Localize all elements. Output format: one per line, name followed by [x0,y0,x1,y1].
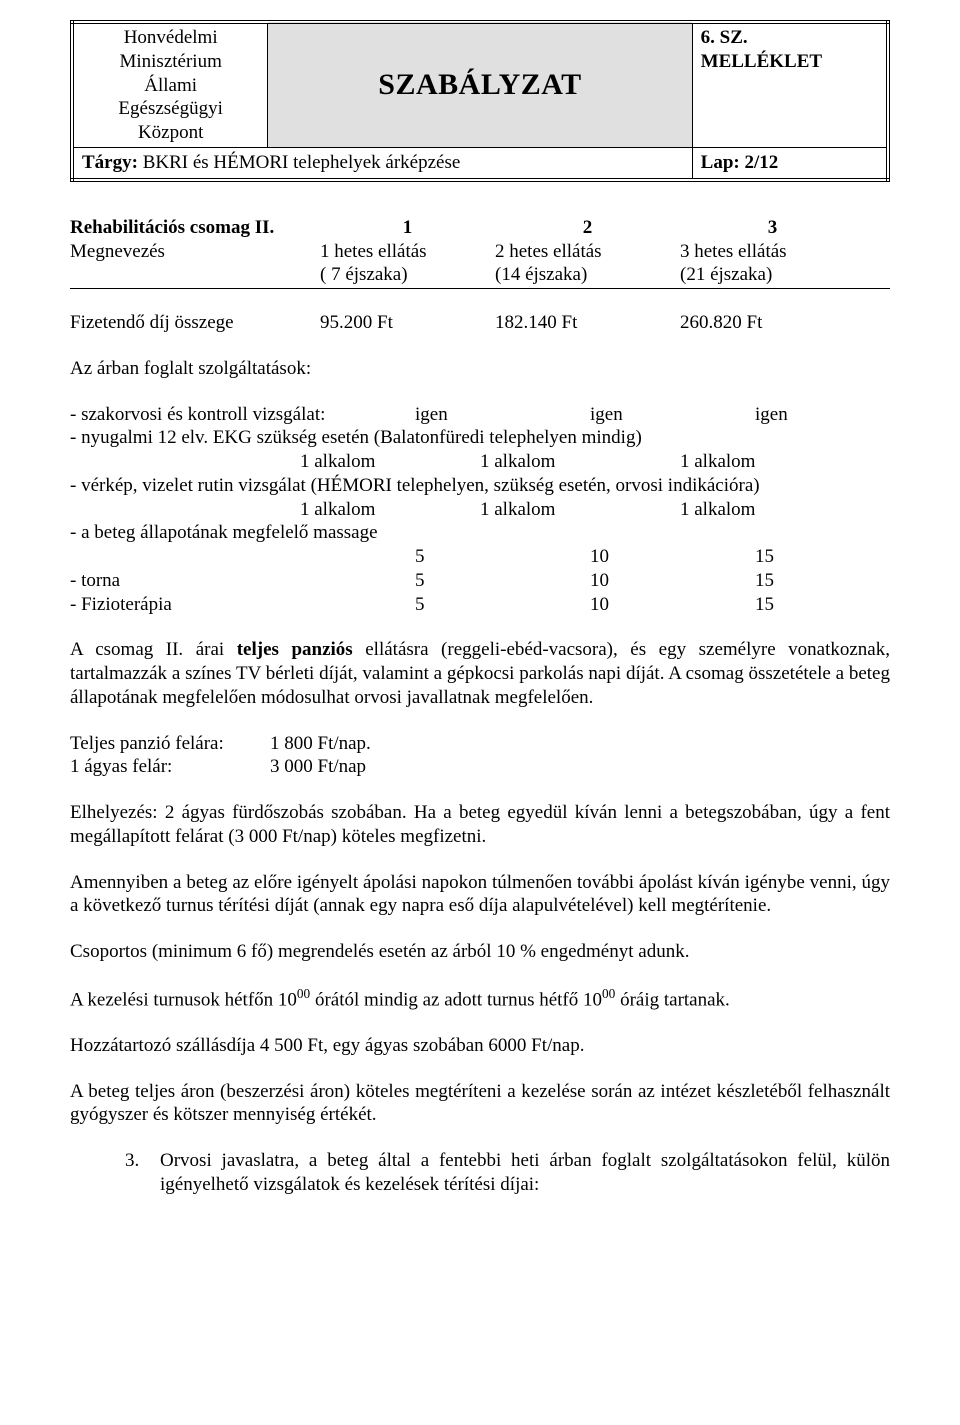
svc-igen: igen [590,403,755,427]
svc-alkalom: 1 alkalom [300,450,480,474]
pkg-sub: (14 éjszaka) [495,263,680,287]
svc-num: 10 [590,569,755,593]
para-3: Amennyiben a beteg az előre igényelt ápo… [70,871,890,919]
list-text: Orvosi javaslatra, a beteg által a fente… [160,1149,890,1197]
pkg-col-num: 3 [680,216,865,240]
svc-verkep-line: - vérkép, vizelet rutin vizsgálat (HÉMOR… [70,474,890,498]
felar-full-label: Teljes panzió felára: [70,732,270,756]
fee-val: 95.200 Ft [320,311,495,335]
subject-label: Tárgy: [82,152,143,173]
svc-num: 5 [415,545,590,569]
svc-massage-line: - a beteg állapotának megfelelő massage [70,521,890,545]
org-line: Honvédelmi [82,26,259,50]
svc-num: 10 [590,545,755,569]
svc-num: 15 [755,545,885,569]
para-4: Csoportos (minimum 6 fő) megrendelés ese… [70,940,890,964]
fee-label: Fizetendő díj összege [70,311,320,335]
fee-val: 260.820 Ft [680,311,865,335]
para-2: Elhelyezés: 2 ágyas fürdőszobás szobában… [70,801,890,849]
svc-alkalom: 1 alkalom [680,498,830,522]
svc-ekg-line: - nyugalmi 12 elv. EKG szükség esetén (B… [70,426,890,450]
subject-cell: Tárgy: BKRI és HÉMORI telephelyek árképz… [72,147,692,180]
svc-num: 15 [755,593,885,617]
svc-num: 10 [590,593,755,617]
para-7: A beteg teljes áron (beszerzési áron) kö… [70,1080,890,1128]
svc-alkalom: 1 alkalom [480,498,680,522]
svc-num: 5 [415,569,590,593]
services-heading: Az árban foglalt szolgáltatások: [70,357,890,381]
package-block: Rehabilitációs csomag II. 1 2 3 Megnevez… [70,216,890,289]
svc-alkalom: 1 alkalom [300,498,480,522]
fee-val: 182.140 Ft [495,311,680,335]
pkg-val: 3 hetes ellátás [680,240,865,264]
pkg-col-num: 1 [320,216,495,240]
felar-block: Teljes panzió felára: 1 800 Ft/nap. 1 ág… [70,732,890,780]
subject-text: BKRI és HÉMORI telephelyek árképzése [143,152,461,173]
svc-specialist: - szakorvosi és kontroll vizsgálat: [70,403,415,427]
svc-num: 15 [755,569,885,593]
list-num: 3. [125,1149,160,1197]
numbered-item-3: 3. Orvosi javaslatra, a beteg által a fe… [70,1149,890,1197]
org-cell: Honvédelmi Minisztérium Állami Egészségü… [72,22,268,147]
felar-single-label: 1 ágyas felár: [70,755,270,779]
pkg-sub: ( 7 éjszaka) [320,263,495,287]
services-block: Az árban foglalt szolgáltatások: - szako… [70,357,890,617]
felar-single-val: 3 000 Ft/nap [270,755,366,779]
svc-alkalom: 1 alkalom [680,450,830,474]
document-header: Honvédelmi Minisztérium Állami Egészségü… [70,20,890,182]
pkg-row-label: Megnevezés [70,240,320,264]
fee-row: Fizetendő díj összege 95.200 Ft 182.140 … [70,311,890,335]
org-line: Egészségügyi [82,97,259,121]
svc-alkalom: 1 alkalom [480,450,680,474]
annex-line: MELLÉKLET [701,50,878,74]
lap-cell: Lap: 2/12 [692,147,888,180]
svc-igen: igen [415,403,590,427]
org-line: Központ [82,121,259,145]
svc-num: 5 [415,593,590,617]
pkg-title: Rehabilitációs csomag II. [70,216,320,240]
annex-line: 6. SZ. [701,26,878,50]
doc-title: SZABÁLYZAT [268,22,692,147]
pkg-val: 1 hetes ellátás [320,240,495,264]
annex-cell: 6. SZ. MELLÉKLET [692,22,888,147]
para-6: Hozzátartozó szállásdíja 4 500 Ft, egy á… [70,1034,890,1058]
org-line: Állami [82,74,259,98]
svc-fizio: - Fizioterápia [70,593,415,617]
org-line: Minisztérium [82,50,259,74]
felar-full-val: 1 800 Ft/nap. [270,732,371,756]
svc-torna: - torna [70,569,415,593]
para-1: A csomag II. árai teljes panziós ellátás… [70,638,890,709]
para-5: A kezelési turnusok hétfőn 1000 órától m… [70,986,890,1012]
pkg-col-num: 2 [495,216,680,240]
pkg-sub: (21 éjszaka) [680,263,865,287]
svc-igen: igen [755,403,885,427]
pkg-val: 2 hetes ellátás [495,240,680,264]
